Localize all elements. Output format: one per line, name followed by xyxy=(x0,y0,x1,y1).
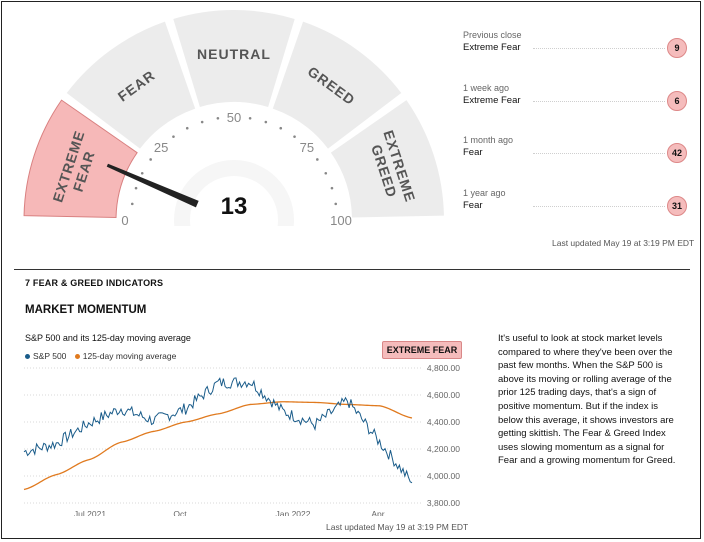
momentum-chart: 4,800.00 4,600.00 4,400.00 4,200.00 4,000.00… xyxy=(23,363,460,516)
legend-ma-swatch xyxy=(74,354,80,360)
y-tick-label: 4,400.00 xyxy=(427,417,460,427)
gauge-scale-dot xyxy=(334,202,338,206)
indicator-title: MARKET MOMENTUM xyxy=(25,304,147,316)
history-value-badge: 6 xyxy=(667,91,687,111)
gauge-scale-dot xyxy=(279,126,283,130)
series-sp500-line xyxy=(23,377,413,484)
legend-item-ma[interactable]: 125-day moving average xyxy=(74,351,177,361)
gauge-scale-label: 100 xyxy=(330,213,352,226)
gauge-scale-dot xyxy=(200,120,204,124)
legend-sp500-swatch xyxy=(25,354,30,360)
gauge-scale-dot xyxy=(149,158,152,161)
gauge-scale-dot xyxy=(172,135,175,138)
history-leader-dots xyxy=(533,206,665,207)
indicator-rating-badge: EXTREME FEAR xyxy=(382,341,462,359)
series-moving-average-line xyxy=(23,401,413,491)
gauge-scale-label: 50 xyxy=(227,110,241,125)
gauge-scale-dot xyxy=(185,126,189,130)
gauge-scale-label: 25 xyxy=(154,140,168,155)
gauge-zone-extreme-greed xyxy=(330,100,444,218)
y-tick-label: 4,600.00 xyxy=(427,390,460,400)
history-item: 1 month ago Fear 42 xyxy=(463,135,689,175)
gauge-scale-dot xyxy=(324,171,328,175)
history-item: Previous close Extreme Fear 9 xyxy=(463,30,689,70)
gauge-zone-greed xyxy=(272,21,402,149)
x-tick-label: Jul 2021 xyxy=(74,509,106,516)
history-value-badge: 31 xyxy=(667,196,687,216)
legend-ma-label: 125-day moving average xyxy=(82,351,177,361)
gauge-scale-dot xyxy=(134,186,138,190)
gauge-scale-dot xyxy=(248,116,252,120)
gauge-scale-dot xyxy=(216,116,220,120)
x-tick-label: Jan 2022 xyxy=(276,509,311,516)
last-updated-chart: Last updated May 19 at 3:19 PM EDT xyxy=(326,522,469,532)
history-rating: Fear xyxy=(463,200,483,211)
last-updated-top: Last updated May 19 at 3:19 PM EDT xyxy=(552,238,695,248)
history-leader-dots xyxy=(533,153,665,154)
history-leader-dots xyxy=(533,48,665,49)
history-period: 1 year ago xyxy=(463,188,506,198)
gauge-scale-dot xyxy=(330,186,334,190)
history-period: 1 month ago xyxy=(463,135,514,145)
history-item: 1 week ago Extreme Fear 6 xyxy=(463,83,689,123)
x-tick-label: Oct xyxy=(173,509,187,516)
gauge-zone-extreme-fear xyxy=(23,99,138,219)
indicator-description: It's useful to look at stock market leve… xyxy=(498,333,676,467)
gauge-scale-dot xyxy=(293,135,296,138)
gauge-zone-label-neutral: NEUTRAL xyxy=(197,46,271,62)
section-title: 7 FEAR & GREED INDICATORS xyxy=(25,278,164,288)
section-divider xyxy=(14,269,690,270)
gauge-value: 13 xyxy=(221,193,248,220)
gauge-hub xyxy=(190,176,278,226)
gauge-zone-fear xyxy=(66,21,196,149)
history-period: Previous close xyxy=(463,30,522,40)
history-value-badge: 42 xyxy=(667,143,687,163)
gauge-scale-dot xyxy=(264,120,268,124)
gauge-scale-label: 0 xyxy=(121,213,128,226)
gauge-needle xyxy=(106,163,199,208)
legend-item-sp500[interactable]: S&P 500 xyxy=(25,351,66,361)
history-rating: Extreme Fear xyxy=(463,42,521,53)
history-rating: Fear xyxy=(463,147,483,158)
history-item: 1 year ago Fear 31 xyxy=(463,188,689,228)
y-tick-label: 4,000.00 xyxy=(427,471,460,481)
y-tick-label: 4,200.00 xyxy=(427,444,460,454)
gauge-zone-neutral xyxy=(173,10,295,108)
history-rating: Extreme Fear xyxy=(463,95,521,106)
history-leader-dots xyxy=(533,101,665,102)
gauge-scale-dot xyxy=(316,158,319,161)
gauge-scale-label: 75 xyxy=(300,140,314,155)
fear-greed-gauge: EXTREMEFEARFEARNEUTRALGREEDEXTREMEGREED0… xyxy=(23,10,444,226)
legend-sp500-label: S&P 500 xyxy=(33,351,67,361)
history-value-badge: 9 xyxy=(667,38,687,58)
gauge-scale-dot xyxy=(130,202,134,206)
y-tick-label: 4,800.00 xyxy=(427,363,460,373)
history-period: 1 week ago xyxy=(463,83,510,93)
x-tick-label: Apr xyxy=(371,509,384,516)
y-tick-label: 3,800.00 xyxy=(427,498,460,508)
gauge-scale-dot xyxy=(140,171,144,175)
chart-title: S&P 500 and its 125-day moving average xyxy=(25,333,191,343)
chart-legend: S&P 500 125-day moving average xyxy=(25,351,182,361)
